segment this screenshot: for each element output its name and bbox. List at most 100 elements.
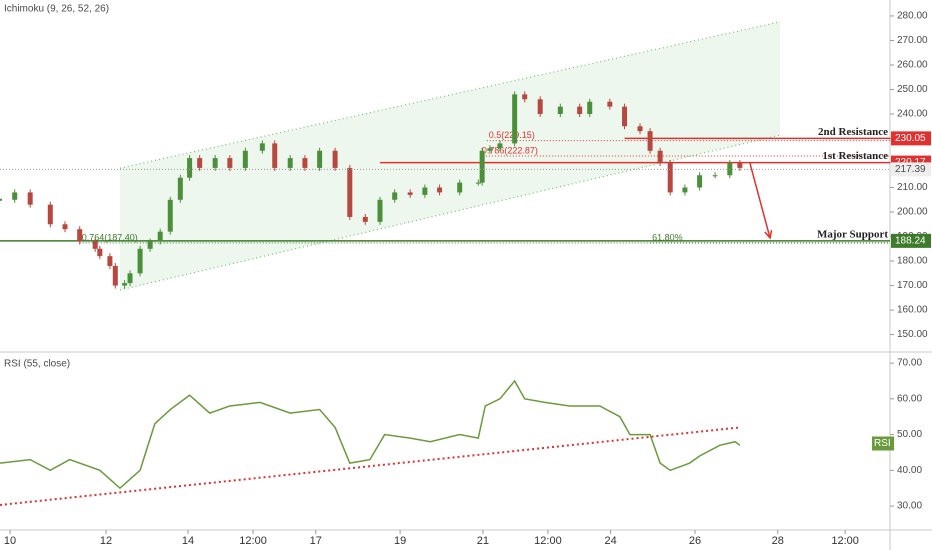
fib-label: 61.80% — [652, 232, 683, 242]
candle-body — [107, 256, 113, 266]
candle-body — [557, 106, 563, 114]
candle-body — [12, 192, 18, 200]
candle-body — [682, 187, 688, 193]
level-label: 1st Resistance — [822, 150, 888, 162]
candle-body — [497, 143, 503, 149]
candle-body — [302, 158, 308, 168]
candle-body — [242, 150, 248, 168]
candle-body — [112, 265, 118, 286]
fib-label: 0.764(187.40) — [82, 232, 138, 242]
x-tick-label: 17 — [310, 535, 322, 547]
candle-body — [147, 241, 153, 249]
candle-body — [512, 94, 518, 144]
fib-label: 0.5(229.15) — [489, 130, 535, 140]
candle-body — [647, 131, 653, 151]
price-badge — [891, 131, 931, 146]
candle-body — [332, 150, 338, 168]
x-tick-label: 10 — [4, 535, 16, 547]
channel-fill — [119, 21, 781, 290]
candle-body — [637, 126, 643, 132]
y-tick-label: 30.00 — [897, 501, 922, 512]
indicator-label: Ichimoku (9, 26, 52, 26) — [4, 4, 109, 15]
price-badge-label: 188.24 — [895, 236, 926, 247]
rsi-badge — [872, 436, 894, 451]
candle-body — [272, 143, 278, 168]
candle-body — [457, 182, 463, 193]
y-tick-label: 150.00 — [897, 329, 928, 340]
candle-body — [287, 158, 293, 168]
price-badge — [891, 162, 931, 177]
candle-body — [377, 199, 383, 222]
rsi-trendline — [0, 426, 740, 506]
candle-body — [157, 231, 163, 242]
candle-body — [667, 163, 673, 193]
candle-body — [187, 158, 193, 178]
candle-body — [622, 106, 628, 127]
candle-body — [587, 101, 593, 114]
y-tick-label: 280.00 — [897, 11, 928, 22]
candle-body — [92, 241, 98, 249]
arrow-head — [764, 230, 773, 240]
x-tick-label: 21 — [477, 535, 489, 547]
candle-body — [227, 158, 233, 168]
y-tick-label: 270.00 — [897, 35, 928, 46]
candle-body — [712, 175, 718, 177]
indicator-label: RSI (55, close) — [4, 359, 70, 370]
candle-body — [212, 158, 218, 168]
candle-body — [487, 148, 493, 151]
candle-body — [407, 192, 413, 195]
x-tick-label: 12:00 — [534, 535, 562, 547]
candle-body — [347, 167, 353, 217]
y-tick-label: 40.00 — [897, 465, 922, 476]
level-label: 2nd Resistance — [818, 126, 888, 138]
y-tick-label: 180.00 — [897, 256, 928, 267]
y-tick-label: 50.00 — [897, 429, 922, 440]
y-tick-label: 60.00 — [897, 393, 922, 404]
y-tick-label: 240.00 — [897, 109, 928, 120]
price-badge-label: 217.39 — [895, 164, 926, 175]
candle-body — [657, 150, 663, 164]
level-label: Major Support — [817, 228, 888, 240]
candle-body — [577, 106, 583, 114]
x-tick-label: 28 — [772, 535, 784, 547]
y-tick-label: 260.00 — [897, 60, 928, 71]
arrow — [749, 162, 771, 239]
x-tick-label: 12 — [100, 535, 112, 547]
candle-body — [259, 143, 265, 151]
candle-body — [697, 175, 703, 188]
candle-body — [167, 199, 173, 232]
candle-body — [137, 248, 143, 274]
candle-body — [47, 204, 53, 225]
candle-body — [317, 150, 323, 168]
candle-body — [62, 224, 68, 230]
candle-body — [197, 158, 203, 168]
channel-line — [119, 21, 781, 169]
candle-body — [479, 150, 485, 183]
candle-body — [127, 273, 133, 284]
candle-body — [537, 99, 543, 114]
candle-body — [422, 187, 428, 195]
y-tick-label: 250.00 — [897, 84, 928, 95]
candle-body — [177, 177, 183, 200]
y-tick-label: 170.00 — [897, 280, 928, 291]
x-tick-label: 26 — [689, 535, 701, 547]
y-tick-label: 200.00 — [897, 207, 928, 218]
y-tick-label: 210.00 — [897, 182, 928, 193]
rsi-line — [0, 379, 741, 490]
fib-label: 0.786(222.87) — [482, 145, 538, 155]
x-tick-label: 24 — [604, 535, 616, 547]
candle-body — [77, 229, 83, 242]
candle-body — [97, 248, 103, 257]
price-badge-label: 230.05 — [895, 133, 926, 144]
x-tick-label: 12:00 — [239, 535, 267, 547]
y-tick-label: 70.00 — [897, 358, 922, 369]
candle-body — [522, 94, 528, 100]
candle-body — [607, 101, 613, 107]
x-tick-label: 19 — [394, 535, 406, 547]
candle-body — [122, 283, 128, 286]
candle-body — [437, 187, 443, 193]
candle-body — [475, 182, 481, 184]
